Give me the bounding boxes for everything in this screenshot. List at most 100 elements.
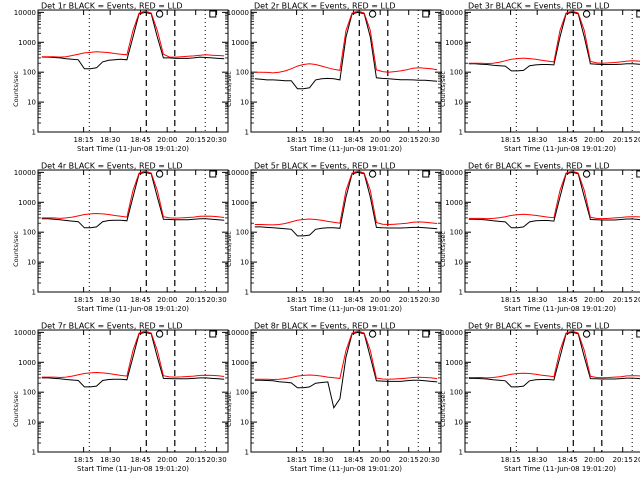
x-tick-label: 18:15 <box>287 136 307 144</box>
y-tick-label: 1000 <box>445 39 463 47</box>
x-tick-label: 18:30 <box>100 456 120 464</box>
x-tick-label: 20:15 <box>399 296 419 304</box>
y-tick-label: 10 <box>454 259 463 267</box>
x-tick-label: 20:00 <box>584 456 604 464</box>
series-line-black-events <box>468 331 640 388</box>
plot-frame <box>464 329 640 453</box>
y-axis-label: Counts/sec <box>12 71 20 107</box>
y-tick-label: 100 <box>236 389 249 397</box>
x-axis-label: Start Time (11-Jun-08 19:01:20) <box>77 145 189 153</box>
x-tick-label: 20:30 <box>420 136 440 144</box>
peak-circle-marker <box>368 10 377 18</box>
y-axis-label: Counts/sec <box>12 391 20 427</box>
x-tick-label: 20:30 <box>634 136 640 144</box>
y-tick-label: 10000 <box>227 169 249 177</box>
plot-frame <box>37 169 229 293</box>
x-tick-label: 18:45 <box>131 296 151 304</box>
x-tick-label: 18:45 <box>344 456 364 464</box>
square-marker <box>422 170 430 178</box>
x-tick-label: 20:30 <box>634 296 640 304</box>
x-tick-label: 20:00 <box>370 456 390 464</box>
x-tick-label: 20:00 <box>157 136 177 144</box>
panel-title: Det 9r BLACK = Events, RED = LLD <box>468 322 610 331</box>
y-tick-label: 1 <box>32 289 36 297</box>
series-line-red-lld <box>41 330 225 379</box>
peak-circle-marker <box>155 170 164 178</box>
x-tick-label: 18:30 <box>313 456 333 464</box>
x-tick-label: 20:15 <box>613 136 633 144</box>
y-tick-label: 10000 <box>441 9 463 17</box>
x-tick-label: 18:15 <box>501 136 521 144</box>
y-tick-label: 100 <box>23 69 36 77</box>
series-line-black-events <box>254 171 438 237</box>
y-tick-label: 10 <box>454 99 463 107</box>
x-tick-label: 20:30 <box>207 296 227 304</box>
x-tick-label: 18:15 <box>74 456 94 464</box>
y-tick-label: 10 <box>27 419 36 427</box>
series-line-red-lld <box>468 170 640 220</box>
y-axis-label: Counts/sec <box>12 231 20 267</box>
panel-7: Det 7r BLACK = Events, RED = LLD 1 10 100 10… <box>12 322 229 473</box>
x-tick-label: 18:30 <box>313 136 333 144</box>
x-tick-label: 20:00 <box>157 296 177 304</box>
y-tick-label: 10 <box>240 419 249 427</box>
y-tick-label: 10000 <box>441 329 463 337</box>
panel-title: Det 8r BLACK = Events, RED = LLD <box>254 322 396 331</box>
panel-5: Det 5r BLACK = Events, RED = LLD 1 10 100 10… <box>225 162 442 313</box>
peak-circle-marker <box>368 170 377 178</box>
y-axis-label: Counts/sec <box>225 231 233 267</box>
series-line-black-events <box>41 171 225 229</box>
y-tick-label: 10000 <box>14 169 36 177</box>
peak-circle-marker <box>155 10 164 18</box>
plot-frame <box>37 329 229 453</box>
x-tick-label: 20:00 <box>584 136 604 144</box>
y-tick-label: 10 <box>454 419 463 427</box>
x-axis-label: Start Time (11-Jun-08 19:01:20) <box>77 305 189 313</box>
panel-8: Det 8r BLACK = Events, RED = LLD 1 10 100 10… <box>225 322 442 473</box>
series-line-black-events <box>254 331 438 410</box>
x-tick-label: 18:30 <box>527 136 547 144</box>
x-axis-label: Start Time (11-Jun-08 19:01:20) <box>504 145 616 153</box>
x-tick-label: 18:45 <box>131 136 151 144</box>
x-tick-label: 20:30 <box>420 296 440 304</box>
x-axis-label: Start Time (11-Jun-08 19:01:20) <box>290 465 402 473</box>
y-tick-label: 1000 <box>18 359 36 367</box>
x-tick-label: 18:45 <box>131 456 151 464</box>
y-tick-label: 1 <box>245 129 249 137</box>
x-tick-label: 20:15 <box>613 456 633 464</box>
series-line-red-lld <box>41 10 225 58</box>
x-tick-label: 20:15 <box>186 296 206 304</box>
y-tick-label: 10000 <box>227 9 249 17</box>
y-tick-label: 10000 <box>441 169 463 177</box>
x-tick-label: 18:15 <box>501 296 521 304</box>
y-tick-label: 1 <box>245 289 249 297</box>
peak-circle-marker <box>582 330 591 338</box>
x-tick-label: 18:15 <box>74 296 94 304</box>
x-tick-label: 18:15 <box>74 136 94 144</box>
series-line-black-events <box>41 331 225 388</box>
y-axis-label: Counts/sec <box>225 391 233 427</box>
x-tick-label: 18:45 <box>344 136 364 144</box>
plot-frame <box>464 169 640 293</box>
y-axis-label: Counts/sec <box>439 71 447 107</box>
y-tick-label: 1000 <box>445 199 463 207</box>
plot-frame <box>250 329 442 453</box>
y-axis-label: Counts/sec <box>439 231 447 267</box>
x-tick-label: 18:30 <box>527 456 547 464</box>
y-axis-label: Counts/sec <box>439 391 447 427</box>
series-line-black-events <box>468 171 640 229</box>
series-line-red-lld <box>468 330 640 379</box>
series-line-red-lld <box>41 170 225 219</box>
peak-circle-marker <box>582 170 591 178</box>
x-tick-label: 20:15 <box>399 136 419 144</box>
plot-frame <box>37 9 229 133</box>
y-tick-label: 1000 <box>18 199 36 207</box>
y-tick-label: 1 <box>32 129 36 137</box>
panel-title: Det 1r BLACK = Events, RED = LLD <box>41 2 183 11</box>
panel-1: Det 1r BLACK = Events, RED = LLD 1 10 100 10… <box>12 2 229 153</box>
peak-circle-marker <box>155 330 164 338</box>
panel-3: Det 3r BLACK = Events, RED = LLD 1 10 100 10… <box>439 2 640 153</box>
square-marker <box>209 170 217 178</box>
x-axis-label: Start Time (11-Jun-08 19:01:20) <box>504 465 616 473</box>
